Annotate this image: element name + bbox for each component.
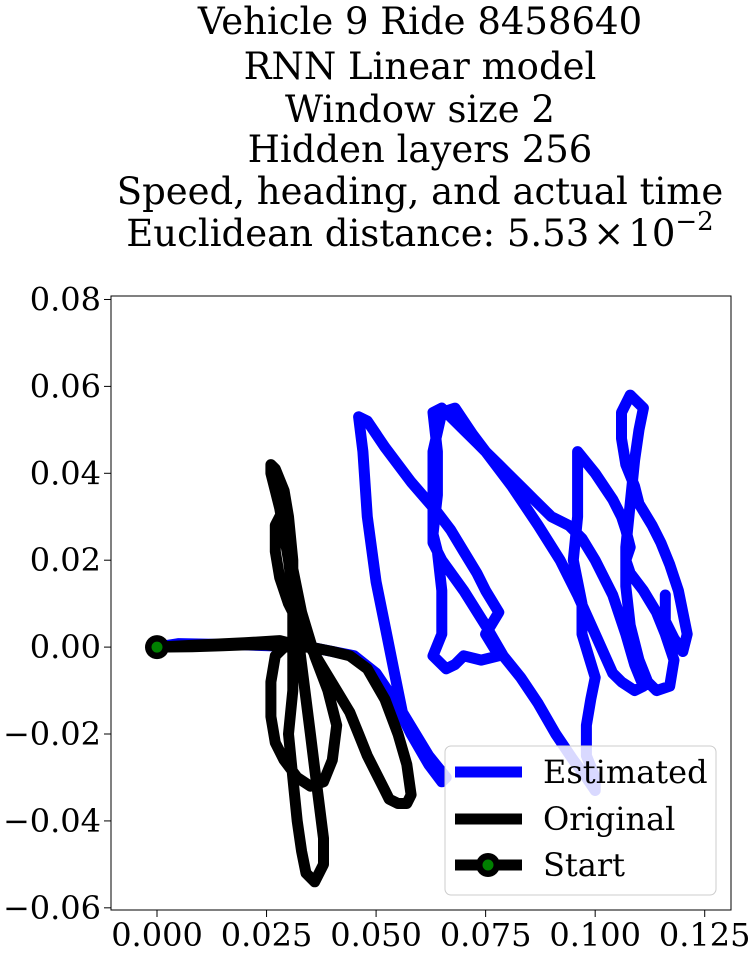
title-line-features: Speed, heading, and actual time xyxy=(117,170,724,213)
x-tick-label: 0.000 xyxy=(111,916,203,954)
plot-area xyxy=(110,295,732,911)
legend: Estimated Original Start xyxy=(444,745,717,896)
y-tick-label: −0.06 xyxy=(3,889,101,927)
y-tick-label: 0.06 xyxy=(30,367,101,405)
distance-mantissa: 5.53 xyxy=(507,212,589,255)
legend-original-label: Original xyxy=(543,800,675,838)
title-line-model: RNN Linear model xyxy=(244,45,597,88)
legend-box xyxy=(444,745,717,896)
series-layer xyxy=(145,389,693,888)
x-tick-label: 0.100 xyxy=(549,916,641,954)
chart-title: Vehicle 9 Ride 8458640 RNN Linear model … xyxy=(117,0,724,255)
legend-start-marker xyxy=(482,859,494,871)
title-line-vehicle: Vehicle 9 Ride 8458640 xyxy=(197,0,642,43)
start-marker xyxy=(151,641,163,653)
y-tick-label: 0.04 xyxy=(30,454,101,492)
axes-layer: 0.000 0.025 0.050 0.075 0.100 0.125 −0.06 −0.04… xyxy=(3,280,751,954)
x-tick-label: 0.125 xyxy=(659,916,751,954)
y-tick-label: 0.00 xyxy=(30,628,101,666)
legend-estimated-label: Estimated xyxy=(543,753,708,791)
distance-base: 10 xyxy=(628,212,675,255)
x-tick-label: 0.025 xyxy=(221,916,313,954)
x-tick-label: 0.050 xyxy=(330,916,422,954)
title-line-window: Window size 2 xyxy=(285,88,555,131)
y-tick-label: −0.02 xyxy=(3,715,101,753)
y-tick-label: 0.08 xyxy=(30,280,101,318)
series-estimated-line xyxy=(151,389,693,796)
title-line-distance: Euclidean distance: 5.53 × 10−2 xyxy=(126,207,713,255)
distance-prefix: Euclidean distance: xyxy=(126,212,507,255)
distance-times: × xyxy=(593,212,624,255)
y-tick-label: 0.02 xyxy=(30,541,101,579)
x-tick-label: 0.075 xyxy=(440,916,532,954)
series-original-line xyxy=(151,459,417,888)
legend-start-label: Start xyxy=(543,846,625,884)
distance-exponent: −2 xyxy=(675,207,713,237)
y-tick-label: −0.04 xyxy=(3,802,101,840)
title-line-hidden-layers: Hidden layers 256 xyxy=(248,128,593,171)
